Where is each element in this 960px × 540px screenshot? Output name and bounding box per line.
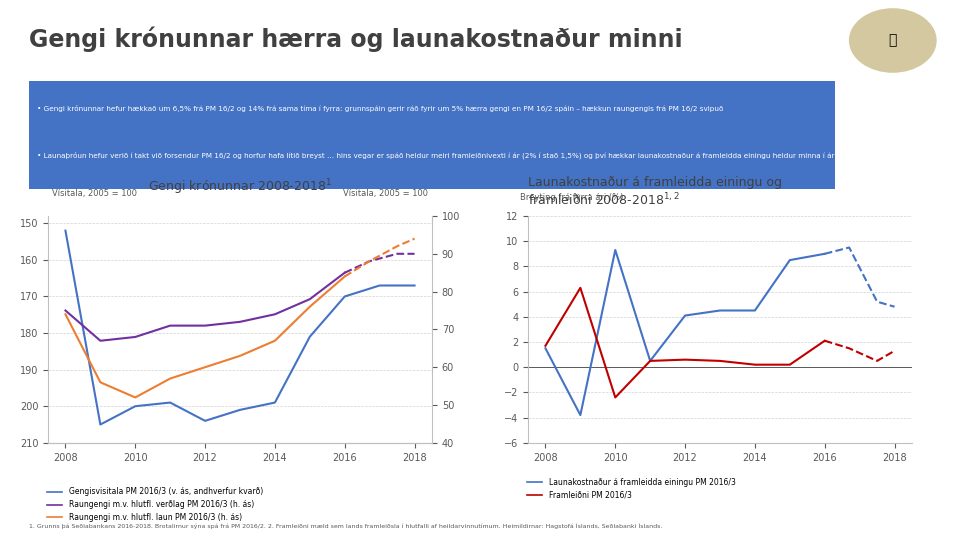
Legend: Gengisvisitala PM 2016/3 (v. ás, andhverfur kvarð), Raungengi m.v. hlutfl. verðl: Gengisvisitala PM 2016/3 (v. ás, andhver… — [44, 484, 266, 525]
Title: Gengi krónunnar 2008-2018$^{1}$: Gengi krónunnar 2008-2018$^{1}$ — [148, 177, 332, 197]
Legend: Launakostnaður á framleidda einingu PM 2016/3, Framleiðni PM 2016/3: Launakostnaður á framleidda einingu PM 2… — [524, 475, 738, 503]
Text: Vísitala, 2005 = 100: Vísitala, 2005 = 100 — [52, 189, 137, 198]
FancyBboxPatch shape — [29, 81, 835, 189]
Circle shape — [850, 9, 936, 72]
Text: Launakostnaður á framleidda einingu og
framleiðni 2008-2018$^{1,2}$: Launakostnaður á framleidda einingu og f… — [528, 176, 782, 208]
Text: Vísitala, 2005 = 100: Vísitala, 2005 = 100 — [343, 189, 428, 198]
Text: 🏦: 🏦 — [889, 33, 897, 48]
Text: 1. Grunns þá Seðlabankans 2016-2018. Brotalirnur sýna spá frá PM 2016/2. 2. Fram: 1. Grunns þá Seðlabankans 2016-2018. Bro… — [29, 523, 662, 529]
Text: Gengi krónunnar hærra og launakostnaður minni: Gengi krónunnar hærra og launakostnaður … — [29, 27, 683, 52]
Text: • Launaþróun hefur verið í takt við forsendur PM 16/2 og horfur hafa lítið breys: • Launaþróun hefur verið í takt við fors… — [36, 151, 898, 159]
Text: • Gengi krónunnar hefur hækkað um 6,5% frá PM 16/2 og 14% frá sama tíma í fyrra:: • Gengi krónunnar hefur hækkað um 6,5% f… — [36, 105, 723, 112]
Text: Breyting frá fyrra ári (%): Breyting frá fyrra ári (%) — [520, 193, 624, 202]
